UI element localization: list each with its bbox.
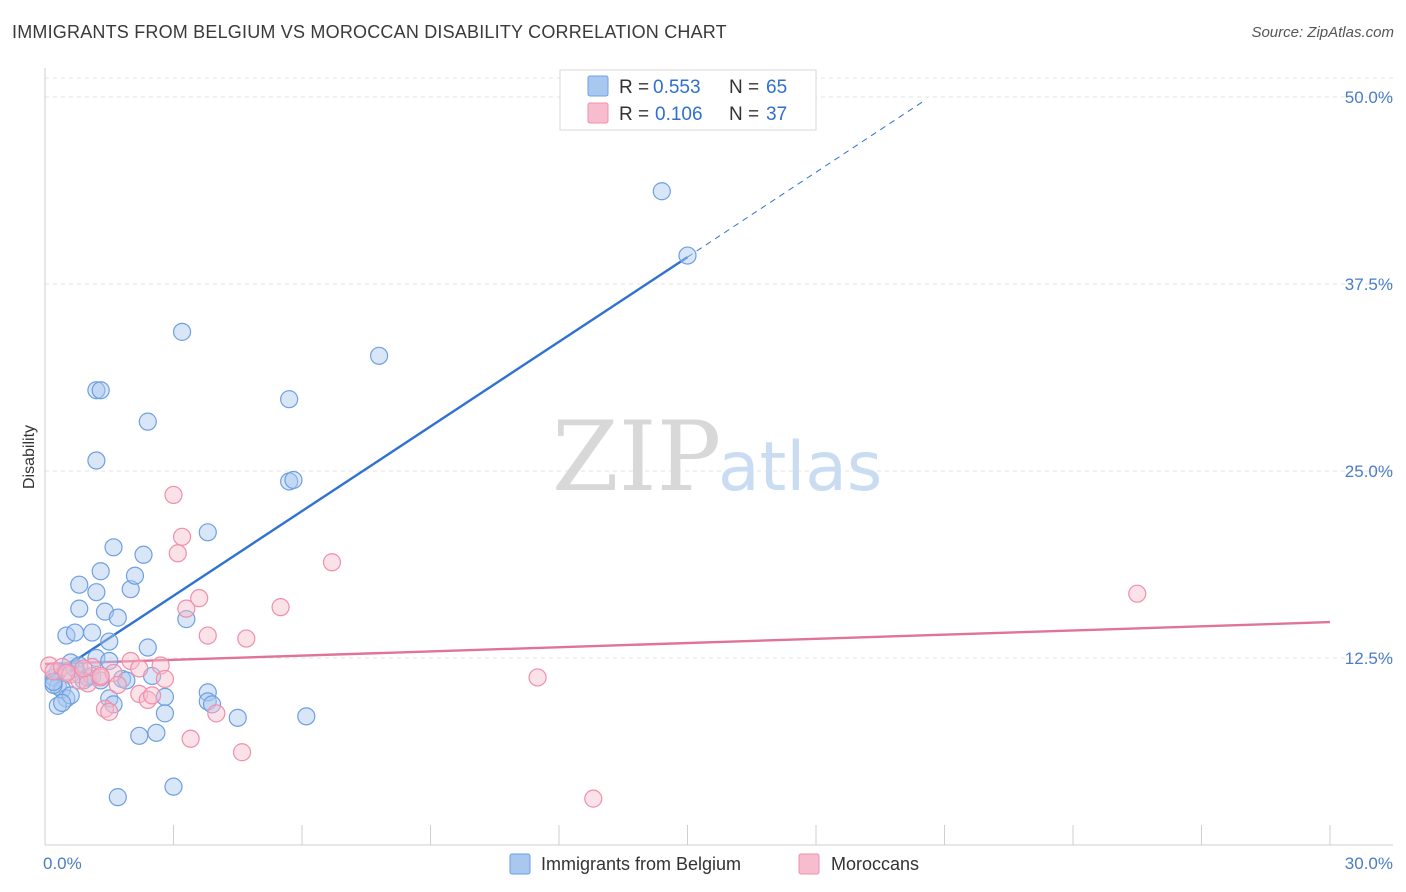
point-s1-11 (100, 702, 119, 721)
point-s1-33 (1128, 584, 1147, 603)
point-s1-13 (130, 659, 149, 678)
point-s0-59 (652, 182, 671, 201)
legend-swatch-moroccans (587, 102, 609, 124)
point-s0-27 (70, 575, 89, 594)
point-s1-24 (198, 626, 217, 645)
point-s1-9 (108, 675, 127, 695)
point-s0-34 (177, 610, 196, 629)
legend-r-label-moroccans: R = (619, 104, 649, 125)
legend-r-label-belgium: R = (619, 77, 649, 98)
y-axis-label: Disability (21, 425, 38, 489)
point-s0-35 (198, 523, 217, 542)
point-s1-17 (151, 656, 170, 675)
point-s1-22 (177, 599, 196, 618)
point-s0-55 (284, 470, 303, 490)
trend-line-extension-0 (687, 101, 924, 258)
point-s0-18 (65, 623, 85, 642)
point-s1-19 (164, 485, 183, 505)
point-s0-20 (100, 632, 119, 651)
point-s0-53 (172, 322, 192, 341)
point-s1-32 (584, 789, 603, 808)
legend-r-value-belgium: 0.553 (653, 77, 701, 98)
legend-n-label-belgium: N = (729, 77, 759, 98)
point-s1-26 (181, 729, 200, 748)
point-s0-29 (121, 580, 140, 599)
point-s1-25 (207, 704, 226, 723)
point-s0-57 (370, 346, 389, 365)
grid-lines (45, 77, 1393, 659)
point-s0-31 (91, 562, 110, 581)
legend-swatch-belgium (587, 75, 609, 97)
point-s1-36 (57, 663, 76, 683)
point-s0-30 (125, 566, 145, 585)
point-s0-22 (138, 638, 157, 657)
y-tick-label-3: 50.0% (1345, 88, 1393, 107)
point-s1-20 (172, 527, 192, 546)
point-s1-29 (271, 598, 290, 617)
legend-r-value-moroccans: 0.106 (655, 104, 703, 125)
point-s0-47 (108, 788, 127, 807)
axes (44, 68, 1393, 846)
point-s0-50 (87, 381, 106, 400)
bottom-legend-swatch-moroccans (798, 853, 820, 875)
point-s1-28 (237, 629, 256, 648)
legend-n-value-belgium: 65 (766, 77, 787, 98)
x-tick-label-1: 30.0% (1345, 854, 1393, 873)
point-s1-27 (232, 743, 252, 762)
point-s0-62 (53, 693, 72, 712)
point-s0-24 (70, 599, 89, 618)
point-s1-18 (155, 669, 175, 689)
point-s1-30 (322, 553, 342, 572)
legend: R = 0.553 N = 65 R = 0.106 N = 37 (559, 69, 817, 131)
legend-n-value-moroccans: 37 (766, 104, 787, 125)
point-s0-45 (130, 726, 149, 745)
bottom-legend: Immigrants from Belgium Moroccans (509, 853, 919, 875)
y-tick-label-0: 12.5% (1345, 649, 1393, 668)
point-s0-19 (83, 623, 102, 642)
watermark: ZIP atlas (552, 401, 882, 513)
legend-n-label-moroccans: N = (729, 104, 759, 125)
x-tick-label-0: 0.0% (43, 854, 82, 873)
y-tick-label-1: 25.0% (1345, 462, 1393, 481)
tick-labels: 12.5% 25.0% 37.5% 50.0% 0.0% 30.0% (43, 88, 1393, 873)
point-s0-44 (297, 707, 316, 726)
chart-title: IMMIGRANTS FROM BELGIUM VS MOROCCAN DISA… (12, 22, 727, 42)
trend-line-1 (44, 620, 1331, 666)
point-s1-34 (91, 666, 110, 686)
point-s0-49 (87, 451, 106, 470)
point-s0-42 (202, 695, 222, 714)
watermark-atlas: atlas (718, 428, 882, 507)
point-s1-16 (142, 686, 162, 705)
point-s1-21 (168, 544, 187, 563)
point-s0-56 (280, 390, 299, 409)
trend-line-0 (44, 256, 689, 682)
bottom-legend-swatch-belgium (509, 853, 531, 875)
source-credit: Source: ZipAtlas.com (1251, 24, 1394, 41)
point-s1-23 (190, 589, 209, 608)
point-s0-43 (228, 708, 247, 727)
point-s0-52 (138, 412, 157, 431)
bottom-legend-label-belgium: Immigrants from Belgium (541, 854, 741, 874)
bottom-legend-label-moroccans: Moroccans (831, 854, 919, 874)
point-s0-28 (87, 583, 106, 602)
point-s0-33 (134, 545, 153, 564)
point-s0-58 (678, 246, 697, 265)
trend-lines (44, 101, 1331, 682)
y-tick-label-2: 37.5% (1345, 275, 1393, 294)
data-points (40, 182, 1147, 808)
point-s0-39 (155, 704, 175, 723)
point-s0-21 (100, 651, 119, 671)
point-s0-46 (147, 723, 166, 742)
point-s1-31 (528, 668, 547, 687)
point-s0-51 (91, 381, 110, 400)
point-s1-35 (74, 659, 93, 678)
point-s0-32 (104, 538, 123, 557)
watermark-zip: ZIP (552, 401, 721, 513)
point-s0-26 (108, 608, 127, 627)
point-s0-48 (164, 777, 183, 796)
